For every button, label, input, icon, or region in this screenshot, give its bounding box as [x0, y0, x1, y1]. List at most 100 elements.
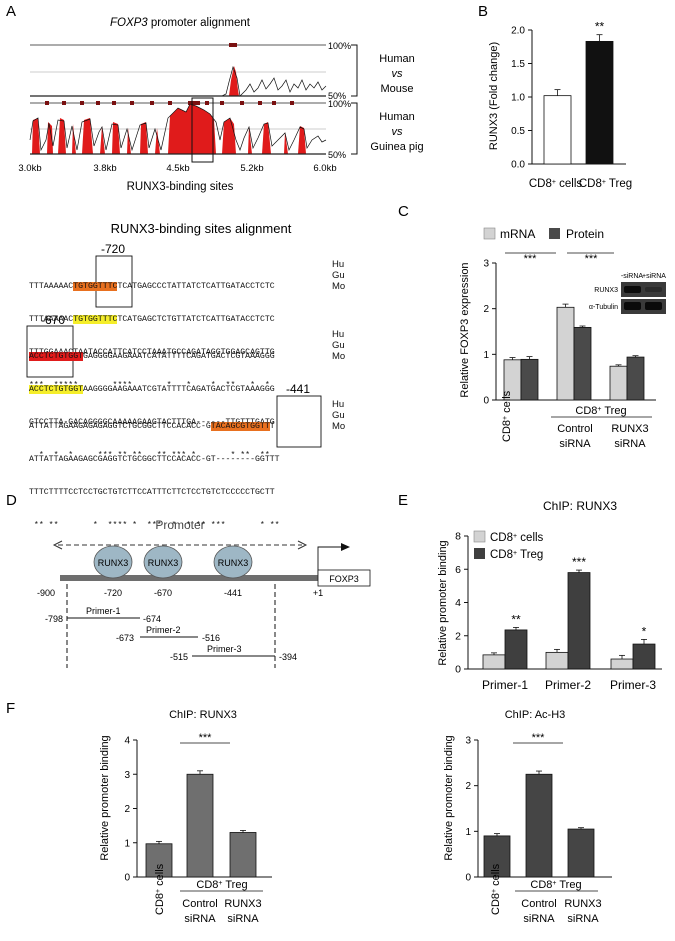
- seq-row-mouse: GTCCTTA-GACAGGGGCAAAAAGAAGTACTTTGA------…: [29, 418, 275, 427]
- legend-label-mrna: mRNA: [500, 227, 535, 241]
- legend-label-treg: CD8+ Treg: [490, 549, 543, 561]
- y-tick-label: 0: [483, 396, 489, 407]
- y-tick-label: 1.5: [511, 59, 525, 70]
- legend-swatch-cd8: [473, 530, 486, 543]
- pct-100-label: 100%: [328, 41, 351, 51]
- chart-f-right: 0 1 2 3: [465, 736, 612, 884]
- legend-swatch-mrna: [483, 227, 496, 240]
- chart-f-left: 0 1 2 3 4: [124, 736, 272, 884]
- panel-a-xlabel: RUNX3-binding sites: [127, 181, 234, 193]
- vista-track-mouse: [30, 43, 327, 97]
- alignment-title: RUNX3-binding sites alignment: [111, 221, 292, 236]
- promoter-arrow: [52, 540, 308, 550]
- x-category-label: CD8+ Treg: [579, 178, 632, 190]
- x-tick-label: 3.8kb: [93, 163, 116, 174]
- position-label: -670: [154, 588, 172, 598]
- alignment-block-441: ATTATTAGAAGAGAGAGGTCTGCGGCTTCCACACC-GTAC…: [29, 399, 280, 542]
- comparison-label: Human: [379, 111, 414, 123]
- y-tick-label: 3: [124, 770, 130, 781]
- comparison-vs: vs: [392, 126, 404, 138]
- seq-row-mouse: TTTCTTTTCCTCCTGCTGTCTTCCATTTCTTCTCCTGTCT…: [29, 488, 275, 497]
- x-category-label: CD8+ cells: [529, 178, 583, 190]
- y-tick-label: 1: [465, 827, 471, 838]
- xcat-control: Control: [521, 898, 556, 910]
- species-labels: Hu Gu Mo: [332, 329, 346, 362]
- y-tick-label: 3: [483, 259, 489, 270]
- sig-stars: ***: [532, 732, 546, 744]
- foxp3-gene-box: [317, 569, 371, 587]
- chart-f-right-title: ChIP: Ac-H3: [505, 709, 566, 721]
- site-box-441: [276, 395, 322, 448]
- alignment-block-720: TTTAAAAACTGTGGTTTCTCATGAGCCCTATTATCTCATT…: [29, 259, 275, 402]
- position-label: +1: [313, 588, 323, 598]
- comparison-species: Mouse: [380, 83, 413, 95]
- blot-band-runx3: [645, 287, 662, 292]
- bracket-mouse: [351, 44, 358, 97]
- species-labels: Hu Gu Mo: [332, 399, 346, 432]
- legend-label-protein: Protein: [566, 227, 604, 241]
- alignment-block-670: ACCTCTGTGGTGAGGGGAAGAAATCATATTTTCAGATGAC…: [29, 329, 275, 472]
- x-category-label: Primer-3: [610, 678, 656, 692]
- site-label-441: -441: [286, 382, 310, 396]
- sig-stars: ***: [572, 555, 586, 569]
- y-tick-label: 6: [455, 564, 461, 576]
- seq-row-mouse: TTTGGAAACTAATACCATTCATCCTAAATGCCAGATAGGT…: [29, 348, 275, 357]
- primer-1-end: -674: [143, 614, 161, 624]
- xcat-runx3: siRNA: [227, 913, 259, 925]
- position-label: -900: [37, 588, 55, 598]
- blot-col-label: +siRNA: [642, 273, 666, 280]
- xcat-cd8-cells: CD8+ cells: [490, 863, 502, 915]
- legend-e: CD8+ cells CD8+ Treg: [473, 530, 544, 561]
- conservation-stars: ** ** * **** * *** * * ** *** * **: [29, 521, 280, 530]
- chart-e-title: ChIP: RUNX3: [543, 499, 617, 513]
- panel-label-a: A: [6, 3, 16, 20]
- bar-mrna: [556, 306, 575, 401]
- blot-row-label: α-Tubulin: [589, 304, 618, 311]
- chart-c-ylabel: Relative FOXP3 expression: [459, 262, 471, 397]
- conservation-curve-guinea-pig: [29, 103, 327, 152]
- conserved-peak-mouse: [229, 66, 239, 96]
- y-tick-label: 2: [483, 304, 489, 315]
- pct-50-label: 50%: [328, 91, 346, 101]
- y-tick-label: 1.0: [511, 93, 525, 104]
- xcat-runx3: RUNX3: [611, 423, 648, 435]
- primer-2-end: -516: [202, 633, 220, 643]
- legend-swatch-treg: [474, 548, 485, 559]
- xcat-runx3: siRNA: [614, 438, 646, 450]
- x-tick-label: 4.5kb: [166, 163, 189, 174]
- xcat-control: Control: [182, 898, 217, 910]
- runx3-node: RUNX3: [93, 545, 133, 579]
- x-category-label: Primer-1: [482, 678, 528, 692]
- y-tick-label: 2: [124, 804, 130, 815]
- y-tick-label: 2: [455, 630, 461, 642]
- y-tick-label: 2: [465, 781, 471, 792]
- position-label: -441: [224, 588, 242, 598]
- sig-stars: ***: [524, 253, 538, 265]
- bar: [525, 773, 553, 878]
- y-tick-label: 4: [455, 597, 461, 609]
- panel-label-e: E: [398, 492, 408, 509]
- bar: [567, 572, 591, 670]
- sig-stars: **: [595, 20, 605, 34]
- blot-band-tubulin: [624, 302, 641, 310]
- chart-f-right-ylabel: Relative promoter binding: [443, 735, 455, 860]
- species-labels: Hu Gu Mo: [332, 259, 346, 292]
- chart-e-ylabel: Relative promoter binding: [437, 540, 449, 665]
- panel-label-b: B: [478, 3, 488, 20]
- xcat-control: siRNA: [559, 438, 591, 450]
- primer-2-name: Primer-2: [146, 625, 181, 635]
- x-tick-label: 5.2kb: [240, 163, 263, 174]
- xcat-control: siRNA: [523, 913, 555, 925]
- primer-2-start: -673: [116, 633, 134, 643]
- runx3-node: RUNX3: [213, 545, 253, 579]
- site-box-670: [26, 325, 74, 378]
- primer-3-start: -515: [170, 652, 188, 662]
- site-label-720: -720: [101, 242, 125, 256]
- xcat-group-treg: CD8+ Treg: [530, 879, 581, 891]
- chart-f-left-title: ChIP: RUNX3: [169, 709, 237, 721]
- tss-arrow: [317, 543, 350, 575]
- x-category-label: Primer-2: [545, 678, 591, 692]
- promoter-label: Promoter: [155, 518, 204, 532]
